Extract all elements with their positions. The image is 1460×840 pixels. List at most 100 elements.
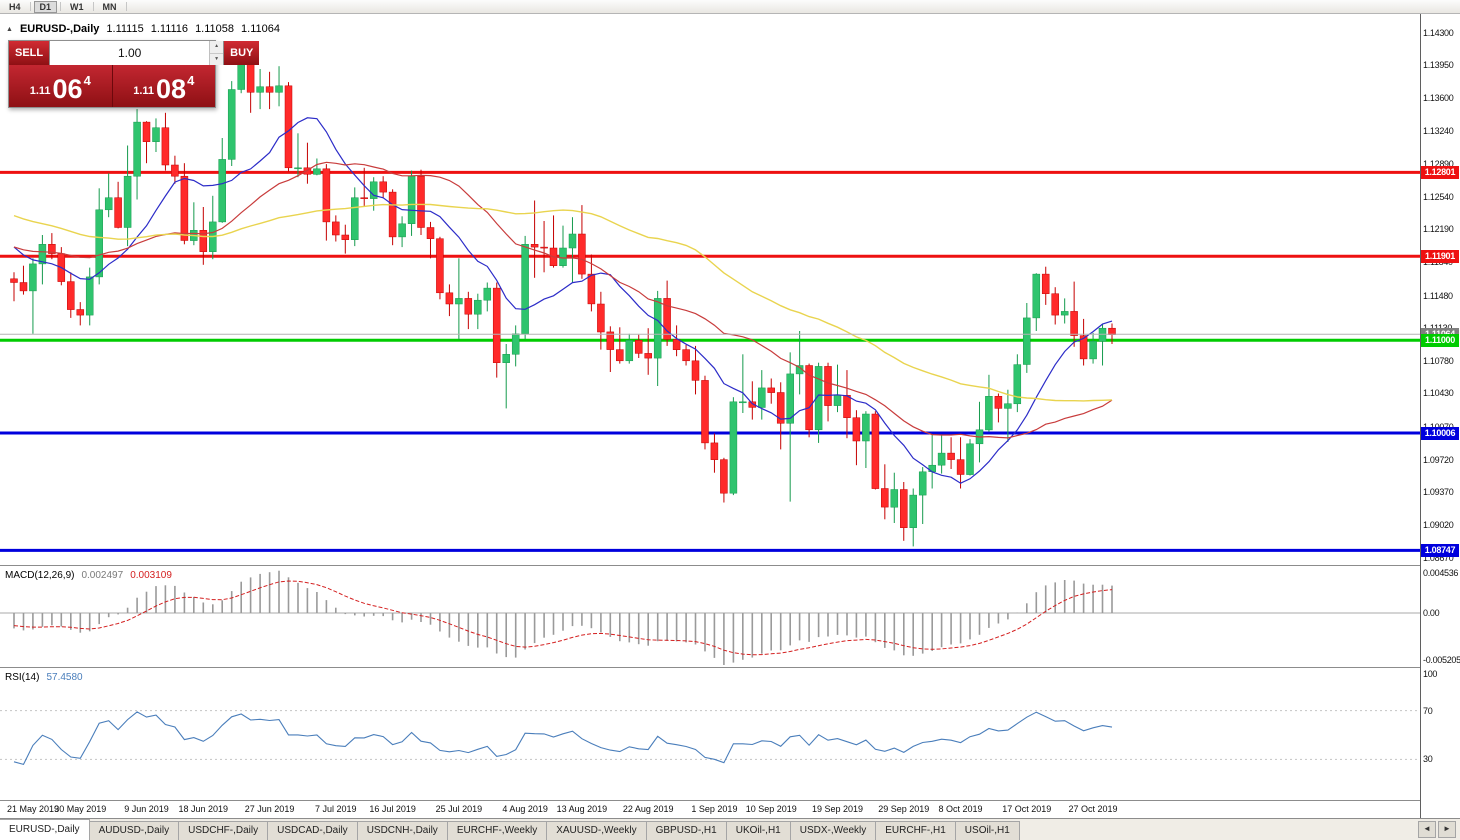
candle-body: [19, 282, 28, 292]
price-tick: 1.09370: [1423, 487, 1454, 498]
volume-input[interactable]: [50, 41, 210, 65]
tab-usoil-h1[interactable]: USOil-,H1: [954, 821, 1020, 840]
candle-body: [445, 292, 454, 305]
time-label: 27 Oct 2019: [1068, 804, 1118, 814]
candle-body: [426, 227, 435, 239]
sell-price-display[interactable]: 1.11 06 4: [9, 65, 113, 107]
ohlc-low: 1.11058: [195, 23, 235, 35]
tabs-scroll-left-button[interactable]: ◄: [1418, 821, 1436, 838]
time-label: 1 Sep 2019: [691, 804, 738, 814]
tab-ukoil-h1[interactable]: UKOil-,H1: [725, 821, 791, 840]
candle-body: [455, 298, 463, 305]
candle-body: [559, 247, 567, 266]
chart-workspace: 21 May 2019 30 May 2019 9 Jun 2019 18 Jun 2…: [0, 14, 1460, 818]
candle-body: [294, 167, 302, 170]
candle-body: [379, 181, 387, 193]
candle-body: [710, 442, 719, 460]
candle-body: [956, 459, 965, 475]
candle-body: [521, 244, 529, 335]
candle-body: [701, 380, 709, 444]
toolbar-separator: [125, 2, 127, 11]
tab-usdx-weekly[interactable]: USDX-,Weekly: [789, 821, 877, 840]
rsi-axis-label: 70: [1423, 705, 1433, 716]
one-click-trading-panel: SELL ▲ ▼ BUY 1.11 06 4: [8, 40, 260, 108]
tab-gbpusd-h1[interactable]: GBPUSD-,H1: [645, 821, 727, 840]
buy-price-display[interactable]: 1.11 08 4: [113, 65, 216, 107]
macd-canvas[interactable]: [0, 566, 1420, 667]
price-axis-separator: [1420, 14, 1421, 818]
tab-usdcnh-daily[interactable]: USDCNH-,Daily: [356, 821, 448, 840]
candle-body: [578, 233, 586, 275]
time-label: 30 May 2019: [54, 804, 107, 814]
level-price-badge: 1.08747: [1421, 544, 1459, 558]
macd-axis-label: 0.004536: [1423, 568, 1459, 578]
time-label: 18 Jun 2019: [178, 804, 229, 814]
candle-body: [691, 360, 700, 381]
candle-body: [530, 244, 539, 248]
candle-body: [606, 331, 615, 350]
price-tick: 1.10780: [1423, 355, 1454, 366]
time-axis[interactable]: 21 May 2019 30 May 2019 9 Jun 2019 18 Jun 2…: [0, 801, 1420, 818]
timeframe-button-d1[interactable]: D1: [33, 0, 58, 13]
timeframe-toolbar: H4 D1 W1 MN: [0, 0, 1460, 14]
candle-body: [890, 489, 899, 508]
volume-box: ▲ ▼: [49, 41, 225, 65]
macd-axis-label: -0.005205: [1423, 655, 1460, 665]
time-label: 9 Jun 2019: [124, 804, 169, 814]
candle-body: [900, 489, 908, 528]
tab-eurusd-daily[interactable]: EURUSD-,Daily: [0, 819, 90, 840]
price-chart-canvas[interactable]: [0, 14, 1420, 565]
ohlc-open: 1.11115: [106, 23, 144, 35]
candle-body: [682, 349, 690, 362]
time-label: 19 Sep 2019: [811, 804, 864, 814]
tabs-scroll-right-button[interactable]: ►: [1438, 821, 1456, 838]
candle-body: [76, 309, 85, 316]
candle-body: [227, 89, 236, 160]
tab-xauusd-weekly[interactable]: XAUUSD-,Weekly: [546, 821, 647, 840]
moving-average-line-p25: [13, 161, 1113, 439]
time-label: 8 Oct 2019: [938, 804, 983, 814]
candle-body: [256, 86, 264, 93]
macd-indicator-label: MACD(12,26,9) 0.002497 0.003109: [5, 570, 172, 581]
tab-audusd-daily[interactable]: AUDUSD-,Daily: [88, 821, 180, 840]
timeframe-button-h4[interactable]: H4: [3, 1, 27, 13]
tab-usdcad-daily[interactable]: USDCAD-,Daily: [267, 821, 358, 840]
one-click-collapse-icon[interactable]: ▲: [6, 25, 13, 33]
timeframe-button-w1[interactable]: W1: [64, 1, 90, 13]
candle-body: [1070, 311, 1078, 336]
candle-body: [909, 494, 917, 528]
candle-body: [1041, 273, 1050, 294]
candle-body: [852, 417, 861, 442]
candle-body: [540, 246, 548, 249]
rsi-name: RSI(14): [5, 672, 40, 683]
sell-button[interactable]: SELL: [9, 41, 50, 65]
volume-down-button[interactable]: ▼: [210, 53, 224, 65]
pane-separator[interactable]: [0, 667, 1460, 668]
volume-up-button[interactable]: ▲: [210, 41, 224, 54]
candle-body: [597, 303, 605, 333]
ohlc-header: ▲ EURUSD-,Daily 1.11115 1.11116 1.11058 …: [6, 23, 280, 35]
rsi-canvas[interactable]: [0, 668, 1420, 800]
candle-body: [644, 353, 652, 359]
candle-body: [275, 85, 283, 93]
candle-body: [776, 392, 785, 424]
pane-separator[interactable]: [0, 565, 1460, 566]
candle-body: [265, 86, 274, 93]
macd-name: MACD(12,26,9): [5, 570, 75, 581]
tab-eurchf-h1[interactable]: EURCHF-,H1: [875, 821, 956, 840]
timeframe-button-mn[interactable]: MN: [97, 1, 123, 13]
tab-usdchf-daily[interactable]: USDCHF-,Daily: [178, 821, 269, 840]
candle-body: [29, 263, 37, 292]
candle-body: [1013, 364, 1022, 405]
candle-body: [814, 366, 823, 431]
candle-body: [587, 273, 596, 305]
candle-body: [95, 209, 103, 278]
price-axis[interactable]: 1.14300 1.13950 1.13600 1.13240 1.12890 1.125…: [1421, 14, 1460, 818]
candle-body: [1108, 327, 1116, 335]
candle-body: [85, 276, 94, 316]
candle-body: [634, 340, 643, 354]
tab-eurchf-weekly[interactable]: EURCHF-,Weekly: [446, 821, 548, 840]
buy-button[interactable]: BUY: [224, 41, 260, 65]
candle-body: [114, 197, 122, 228]
